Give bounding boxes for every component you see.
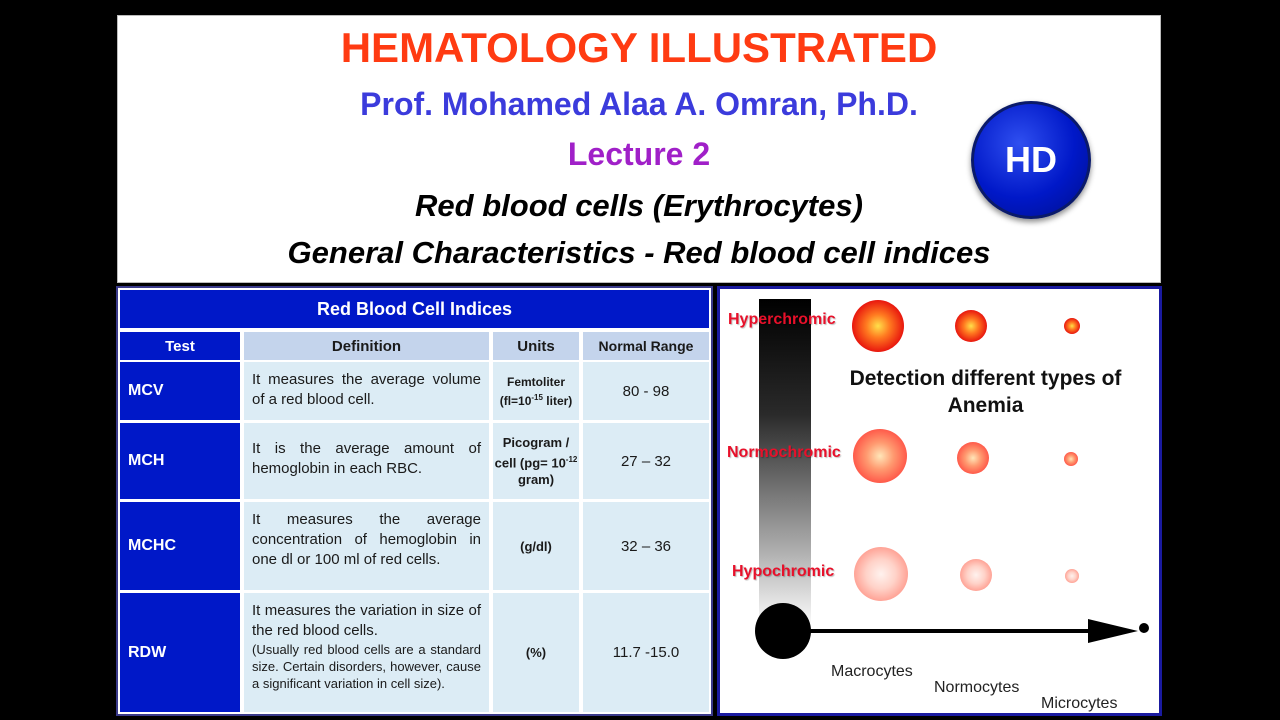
row-units-mchc: (g/dl) [493,502,579,590]
row-units-rdw: (%) [493,593,579,712]
label-macrocytes: Macrocytes [831,663,913,680]
diagram-graphics [755,299,1149,659]
cell-hypo-macro [854,547,908,601]
row-definition-mchc: It measures the average concentration of… [244,502,489,590]
rbc-indices-table: Red Blood Cell Indices Test Definition U… [116,286,713,716]
cell-hypo-micro [1065,569,1079,583]
cell-hyper-macro [852,300,904,352]
label-normochromic: Normochromic [727,444,841,461]
row-range-mch: 27 – 32 [583,423,709,499]
cell-normo-normo [957,442,989,474]
cell-hyper-normo [955,310,987,342]
row-range-rdw: 11.7 -15.0 [583,593,709,712]
column-header-units: Units [493,332,579,360]
diagram-title: Detection different types of Anemia [849,367,1122,417]
row-test-mcv: MCV [120,362,240,420]
row-definition-mch: It is the average amount of hemoglobin i… [244,423,489,499]
row-units-mch: Picogram / cell (pg= 10-12 gram) [493,423,579,499]
column-header-normal-range: Normal Range [583,332,709,360]
page-title: HEMATOLOGY ILLUSTRATED [340,24,938,71]
column-header-definition: Definition [244,332,489,360]
row-units-mcv: Femtoliter (fl=10-15 liter) [493,362,579,420]
label-microcytes: Microcytes [1041,695,1118,712]
row-range-mcv: 80 - 98 [583,362,709,420]
row-test-mchc: MCHC [120,502,240,590]
cell-hyper-micro [1064,318,1080,334]
author-line: Prof. Mohamed Alaa A. Omran, Ph.D. [360,86,918,122]
hd-badge: HD [971,101,1091,219]
subtitle-section: General Characteristics - Red blood cell… [287,235,991,270]
row-test-rdw: RDW [120,593,240,712]
row-range-mchc: 32 – 36 [583,502,709,590]
table-caption: Red Blood Cell Indices [120,290,709,328]
label-normocytes: Normocytes [934,679,1020,696]
column-header-test: Test [120,332,240,360]
anemia-diagram: Hyperchromic Normochromic Hypochromic De… [717,286,1162,716]
row-test-mch: MCH [120,423,240,499]
label-hyperchromic: Hyperchromic [728,311,836,328]
cell-normo-micro [1064,452,1078,466]
label-hypochromic: Hypochromic [732,563,835,580]
chromicity-gradient-bar [759,299,811,629]
size-axis-end-dot [1139,623,1149,633]
row-definition-rdw: It measures the variation in size of the… [244,593,489,712]
size-axis-arrowhead [1088,619,1138,643]
cell-normo-macro [853,429,907,483]
subtitle-topic: Red blood cells (Erythrocytes) [415,188,863,223]
cell-hypo-normo [960,559,992,591]
lecture-label: Lecture 2 [567,136,711,172]
size-axis-start-dot [755,603,811,659]
hd-badge-label: HD [1005,139,1057,180]
row-definition-mcv: It measures the average volume of a red … [244,362,489,420]
rdw-note: (Usually red blood cells are a standard … [252,642,481,691]
